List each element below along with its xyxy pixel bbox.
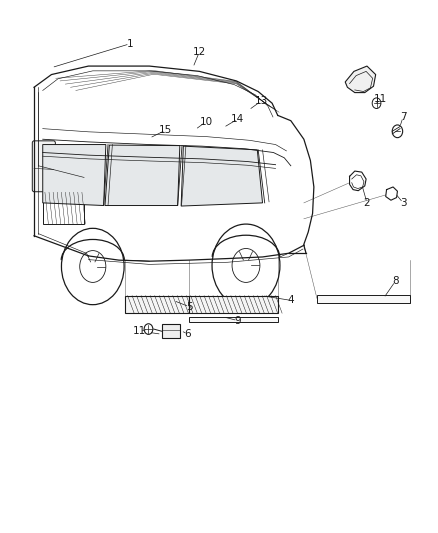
Text: 9: 9: [234, 316, 241, 326]
Text: 6: 6: [184, 329, 191, 339]
FancyBboxPatch shape: [32, 141, 55, 192]
Text: 7: 7: [400, 112, 406, 122]
FancyBboxPatch shape: [43, 192, 84, 224]
Text: 13: 13: [254, 96, 268, 106]
Text: 5: 5: [186, 302, 193, 312]
Text: 1: 1: [127, 39, 133, 49]
Polygon shape: [188, 296, 278, 313]
Text: 12: 12: [193, 47, 206, 56]
Polygon shape: [345, 66, 376, 93]
Text: 10: 10: [199, 117, 212, 127]
Text: 11: 11: [374, 94, 387, 104]
Text: 4: 4: [288, 295, 295, 305]
Text: 2: 2: [364, 198, 370, 208]
Text: 3: 3: [400, 198, 406, 208]
Text: 11: 11: [133, 326, 146, 336]
Polygon shape: [317, 295, 410, 303]
Polygon shape: [188, 317, 278, 321]
Polygon shape: [181, 146, 262, 206]
Text: 8: 8: [392, 276, 399, 286]
Polygon shape: [43, 144, 106, 206]
Text: 14: 14: [231, 114, 244, 124]
Polygon shape: [162, 324, 180, 338]
Polygon shape: [125, 296, 188, 313]
Polygon shape: [105, 145, 180, 206]
Text: 15: 15: [159, 125, 172, 135]
